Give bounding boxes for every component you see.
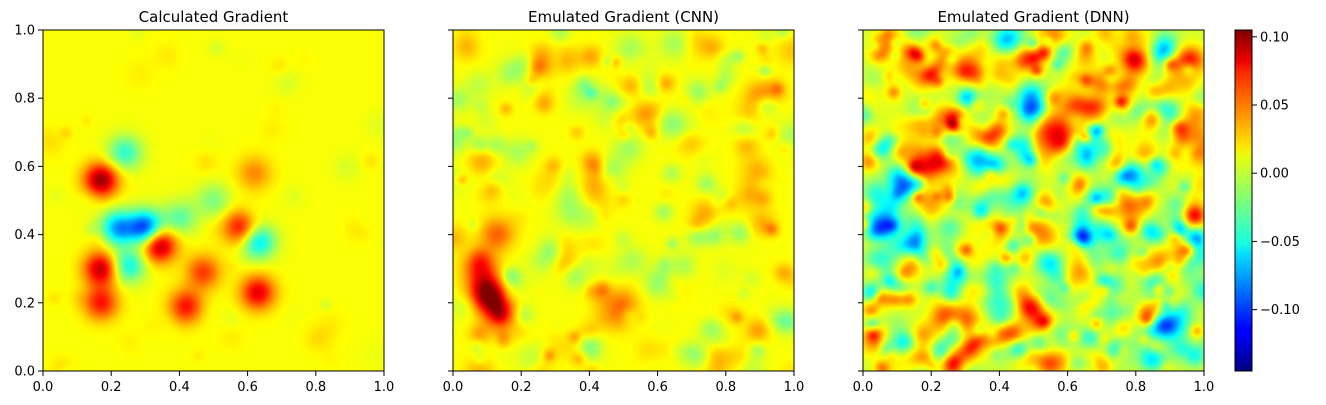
- heatmap-panels: Calculated Gradient 0.0 0.2 0.4 0.6 0.8 1.0 0.0…: [14, 8, 1214, 395]
- x-tick-label: 0.2: [921, 380, 942, 395]
- x-tick-label: 0.4: [579, 380, 600, 395]
- heatmap-image: [43, 30, 384, 371]
- x-tick-label: 1.0: [1194, 380, 1215, 395]
- colorbar-strip: [1235, 30, 1252, 371]
- x-tick-label: 0.8: [715, 380, 736, 395]
- x-tick-label: 0.2: [101, 380, 122, 395]
- colorbar: 0.10 0.05 0.00 −0.05 −0.10: [1234, 29, 1300, 372]
- colorbar-ticks: 0.10 0.05 0.00 −0.05 −0.10: [1252, 30, 1300, 318]
- y-tick-label: 0.2: [14, 296, 35, 311]
- heatmap-panel-3: Emulated Gradient (DNN) 0.0 0.2 0.4 0.6 0.8 1.…: [853, 8, 1215, 395]
- colorbar-tick-label: 0.05: [1260, 99, 1289, 114]
- axes-frame: [42, 29, 385, 372]
- heatmap-panel-2: Emulated Gradient (CNN) 0.0 0.2 0.4 0.6 0.8 1.…: [443, 8, 805, 395]
- axes-frame: [452, 29, 795, 372]
- x-tick-label: 1.0: [374, 380, 395, 395]
- x-tick-label: 1.0: [784, 380, 805, 395]
- x-tick-label: 0.6: [647, 380, 668, 395]
- colorbar-tick-label: −0.10: [1260, 303, 1300, 318]
- y-tick-label: 0.8: [14, 92, 35, 107]
- colorbar-frame: [1234, 29, 1253, 372]
- x-tick-label: 0.4: [169, 380, 190, 395]
- x-tick-label: 0.8: [1125, 380, 1146, 395]
- axes-frame: [862, 29, 1205, 372]
- y-tick-label: 0.0: [14, 365, 35, 380]
- colorbar-tick-label: 0.10: [1260, 30, 1289, 45]
- panel-title: Calculated Gradient: [139, 8, 289, 26]
- x-tick-label: 0.0: [33, 380, 54, 395]
- x-tick-label: 0.6: [1057, 380, 1078, 395]
- x-tick-label: 0.0: [853, 380, 874, 395]
- y-tick-label: 0.4: [14, 228, 35, 243]
- x-tick-label: 0.8: [305, 380, 326, 395]
- x-tick-label: 0.6: [237, 380, 258, 395]
- x-tick-label: 0.2: [511, 380, 532, 395]
- colorbar-tick-label: −0.05: [1260, 235, 1300, 250]
- panel-title: Emulated Gradient (CNN): [528, 8, 719, 26]
- y-tick-label: 0.6: [14, 160, 35, 175]
- heatmap-image: [863, 30, 1204, 371]
- panel-title: Emulated Gradient (DNN): [937, 8, 1129, 26]
- heatmap-image: [453, 30, 794, 371]
- colorbar-tick-label: 0.00: [1260, 167, 1289, 182]
- heatmap-panel-1: Calculated Gradient 0.0 0.2 0.4 0.6 0.8 1.0 0.0…: [14, 8, 394, 395]
- y-tick-label: 1.0: [14, 24, 35, 39]
- x-tick-label: 0.0: [443, 380, 464, 395]
- x-tick-label: 0.4: [989, 380, 1010, 395]
